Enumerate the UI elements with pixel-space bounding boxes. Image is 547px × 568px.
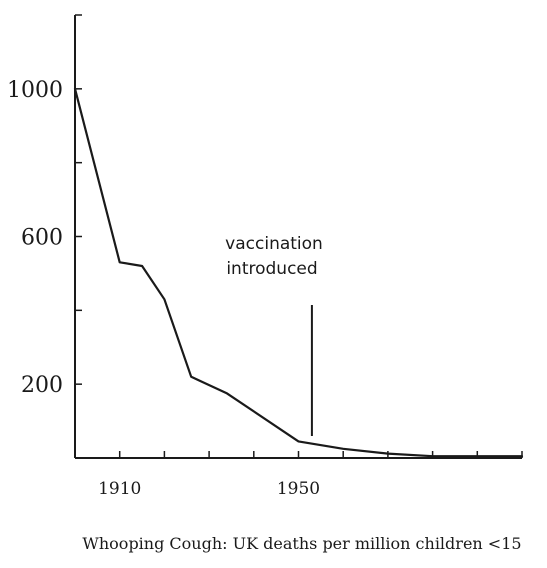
y-tick-label: 600 <box>21 226 63 251</box>
chart-caption: Whooping Cough: UK deaths per million ch… <box>82 534 521 553</box>
tick-labels: 200 600 1000 1910 1950 <box>7 78 320 499</box>
annotation-label-line-2: introduced <box>226 259 317 279</box>
y-tick-label: 200 <box>21 373 63 398</box>
x-tick-label: 1910 <box>98 479 141 499</box>
series <box>73 87 524 458</box>
y-tick-label: 1000 <box>7 78 63 103</box>
annotation-label-line-1: vaccination <box>225 234 323 254</box>
ticks <box>74 14 523 458</box>
annotation-group: vaccination introduced <box>225 234 323 436</box>
x-tick-label: 1950 <box>277 479 320 499</box>
series-line <box>73 87 524 458</box>
